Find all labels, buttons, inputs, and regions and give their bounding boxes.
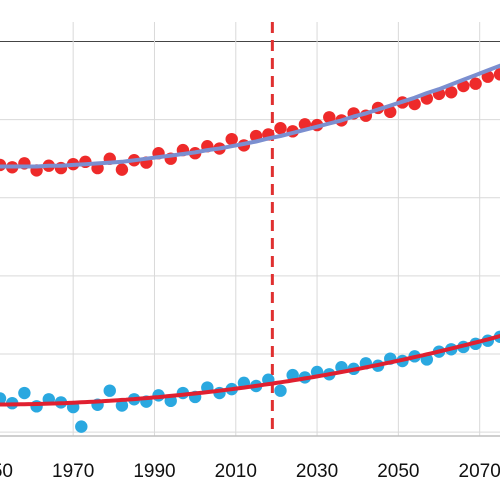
x-tick-label: 2050 <box>377 461 419 482</box>
data-point <box>274 122 287 135</box>
data-point <box>103 384 116 397</box>
data-point <box>75 420 88 433</box>
data-point <box>323 111 336 124</box>
data-point <box>274 384 287 397</box>
trend-line <box>0 63 500 169</box>
series-group <box>0 63 500 433</box>
x-tick-label: 1970 <box>52 461 94 482</box>
data-point <box>0 392 7 405</box>
data-point <box>384 105 397 119</box>
data-point <box>469 77 482 90</box>
x-tick-label: 1990 <box>133 461 175 482</box>
data-point <box>493 68 500 81</box>
data-point <box>225 132 238 146</box>
series-2 <box>0 330 500 433</box>
gridlines <box>0 22 500 437</box>
x-tick-labels: 1950 1970 1990 2010 2030 2050 2070 <box>0 461 500 482</box>
trend-line <box>0 334 500 407</box>
data-point <box>18 386 31 400</box>
data-point <box>445 86 458 99</box>
data-point <box>115 163 129 176</box>
x-tick-label: 2010 <box>215 461 257 482</box>
series-1 <box>0 63 500 177</box>
x-tick-label: 2030 <box>296 461 338 482</box>
data-point <box>115 399 129 412</box>
data-point <box>408 97 421 111</box>
x-tick-label: 2070 <box>459 461 500 482</box>
x-tick-label: 1950 <box>0 461 13 482</box>
